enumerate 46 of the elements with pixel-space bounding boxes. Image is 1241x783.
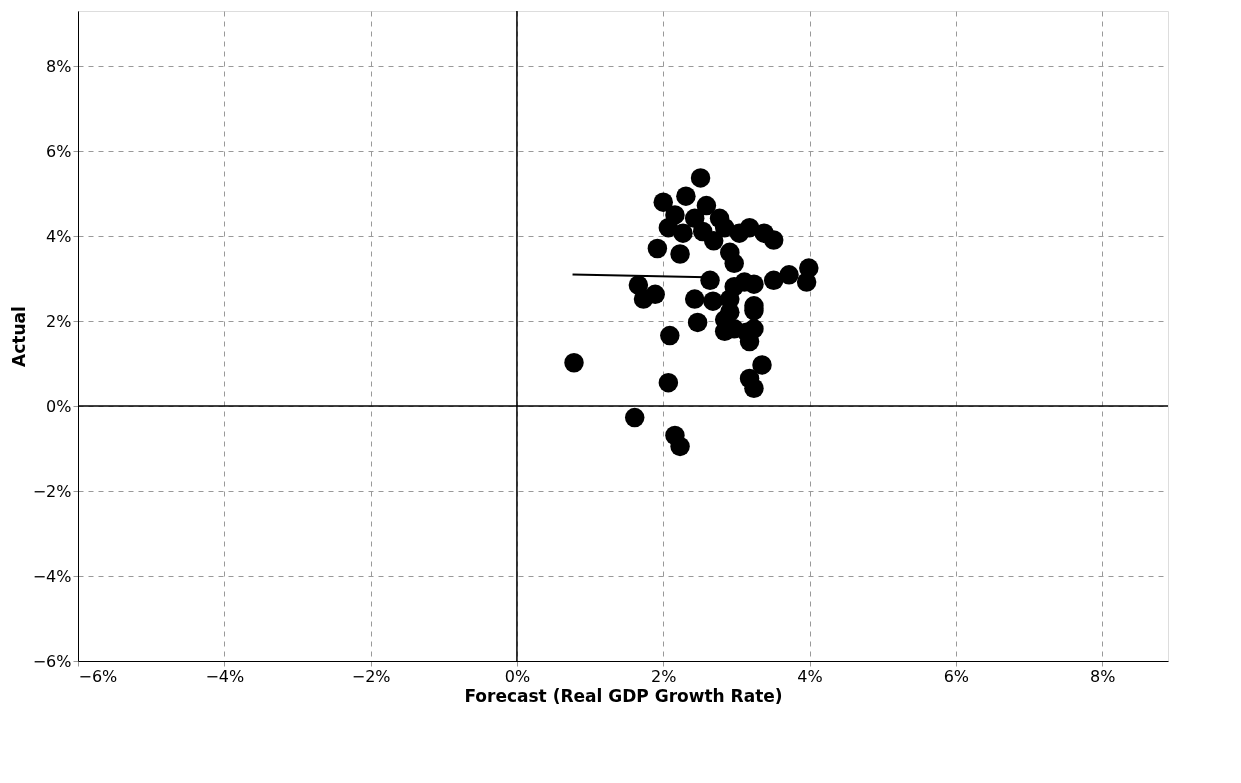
point — [703, 291, 723, 311]
point — [564, 353, 584, 373]
point — [660, 325, 680, 346]
x-tick-label: 6% — [943, 666, 970, 686]
y-tick-label: 4% — [46, 226, 72, 246]
point — [720, 302, 740, 322]
point — [658, 373, 679, 393]
point — [779, 265, 799, 285]
y-tick-label: 6% — [46, 141, 72, 161]
y-tick-label: −2% — [32, 481, 72, 501]
point — [670, 436, 690, 457]
y-tick-label: 0% — [46, 396, 72, 416]
x-tick-label: 4% — [797, 666, 823, 686]
x-tick-label: −2% — [351, 666, 391, 686]
x-tick-label: 0% — [504, 666, 531, 686]
point — [752, 355, 772, 375]
point — [744, 378, 764, 398]
point — [670, 244, 690, 264]
x-tick-label: 2% — [651, 666, 677, 686]
point — [676, 186, 696, 206]
x-axis-title: Forecast (Real GDP Growth Rate) — [464, 685, 783, 706]
point — [696, 195, 717, 216]
x-tick-label: 8% — [1089, 666, 1116, 686]
point — [687, 312, 708, 333]
point — [684, 289, 705, 309]
y-tick-label: 2% — [46, 311, 72, 331]
point — [744, 274, 764, 294]
point — [703, 231, 724, 251]
y-tick-label: −4% — [32, 566, 72, 586]
x-tick-label: −4% — [205, 666, 245, 686]
point — [633, 289, 654, 309]
point — [739, 217, 760, 238]
y-tick-label: −6% — [32, 651, 72, 671]
y-axis-title: Actual — [8, 306, 29, 367]
point — [653, 192, 673, 212]
point — [624, 407, 645, 428]
y-tick-label: 8% — [46, 56, 72, 76]
point — [796, 272, 817, 292]
x-tick-label: −6% — [78, 666, 118, 686]
point — [673, 223, 693, 243]
point — [724, 253, 744, 274]
point — [763, 270, 784, 291]
point — [647, 238, 668, 259]
point — [763, 230, 784, 250]
point — [690, 168, 711, 188]
point — [700, 270, 720, 291]
